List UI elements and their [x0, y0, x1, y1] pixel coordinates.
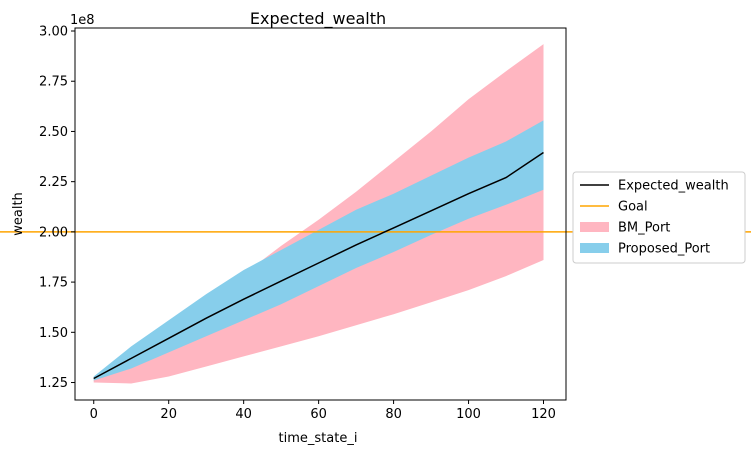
- y-tick-label: 1.25: [39, 376, 68, 391]
- y-tick-label: 1.75: [39, 276, 68, 291]
- legend: Expected_wealth Goal BM_Port Proposed_Port: [572, 171, 746, 264]
- chart-title: Expected_wealth: [250, 9, 386, 29]
- x-tick-label: 100: [456, 407, 481, 422]
- legend-swatch: [580, 222, 609, 232]
- y-axis-label: wealth: [11, 192, 26, 236]
- legend-label: Expected_wealth: [618, 179, 729, 194]
- x-tick-label: 40: [235, 407, 252, 422]
- legend-label: Goal: [618, 200, 648, 215]
- y-tick-label: 1.50: [39, 326, 68, 341]
- y-axis: 1.25 1.50 1.75 2.00 2.25 2.50 2.75 3.00: [39, 25, 75, 391]
- y-tick-label: 3.00: [39, 25, 68, 40]
- x-axis-label: time_state_i: [279, 431, 358, 446]
- legend-label: Proposed_Port: [618, 242, 710, 257]
- y-tick-label: 2.25: [39, 175, 68, 190]
- y-tick-label: 2.00: [39, 225, 68, 240]
- plot-frame: [74, 27, 567, 401]
- legend-swatch: [580, 243, 609, 253]
- expected-wealth-line: [93, 151, 544, 380]
- proposed-port-band: [93, 120, 544, 381]
- x-tick-label: 120: [531, 407, 556, 422]
- legend-box: [572, 171, 746, 264]
- legend-label: BM_Port: [618, 221, 670, 236]
- x-axis: 0 20 40 60 80 100 120: [90, 400, 556, 422]
- x-tick-label: 60: [310, 407, 327, 422]
- y-tick-label: 2.75: [39, 75, 68, 90]
- bm-port-band: [93, 44, 544, 384]
- y-tick-label: 2.50: [39, 125, 68, 140]
- y-scale-label: 1e8: [70, 13, 95, 28]
- x-tick-label: 20: [160, 407, 177, 422]
- x-tick-label: 80: [385, 407, 402, 422]
- x-tick-label: 0: [90, 407, 98, 422]
